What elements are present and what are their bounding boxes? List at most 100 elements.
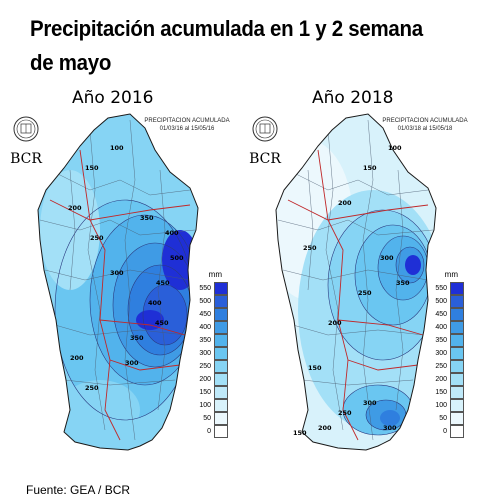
legend-tick-label: 100 (199, 402, 211, 409)
legend-swatch (450, 321, 464, 334)
seal-icon (13, 116, 39, 142)
contour-label: 350 (140, 214, 154, 222)
legend-row: 550 (196, 282, 228, 295)
logo-label: BCR (10, 151, 42, 167)
contour-label: 200 (338, 199, 352, 207)
legend-row: 250 (196, 360, 228, 373)
legend-tick-label: 50 (203, 415, 211, 422)
legend-tick-label: 250 (199, 363, 211, 370)
legend-tick-label: 0 (207, 428, 211, 435)
legend-tick-label: 350 (435, 337, 447, 344)
header-line1: PRECIPITACION ACUMULADA (144, 118, 230, 124)
legend-row: 0 (196, 425, 228, 438)
map-year-2016: Año 2016 (72, 88, 154, 108)
legend-tick-label: 350 (199, 337, 211, 344)
page-title: Precipitación acumulada en 1 y 2 semana … (30, 16, 423, 75)
legend-scale: 550 500 450 400 350 300 250 200 150 100 50 0 (196, 282, 228, 438)
contour-label: 300 (363, 399, 377, 407)
legend-row: 50 (432, 412, 464, 425)
map-year-2018: Año 2018 (312, 88, 394, 108)
header-line2: 01/03/16 al 15/05/16 (159, 126, 215, 132)
legend-row: 350 (196, 334, 228, 347)
legend-tick-label: 0 (443, 428, 447, 435)
legend-swatch (450, 373, 464, 386)
legend-row: 150 (196, 386, 228, 399)
legend-tick-label: 450 (199, 311, 211, 318)
legend-swatch (214, 334, 228, 347)
legend-swatch (450, 282, 464, 295)
legend-row: 50 (196, 412, 228, 425)
legend-swatch (450, 386, 464, 399)
bcr-logo-left: BCR (6, 115, 46, 167)
legend-tick-label: 550 (199, 285, 211, 292)
legend-swatch (214, 321, 228, 334)
legend-swatch (214, 425, 228, 438)
legend-tick-label: 400 (199, 324, 211, 331)
contour-label: 350 (396, 279, 410, 287)
legend-tick-label: 100 (435, 402, 447, 409)
legend-row: 500 (432, 295, 464, 308)
legend-swatch (450, 399, 464, 412)
precip-map-2016: 500 450 400 350 300 250 200 150 100 300 … (37, 113, 199, 451)
legend-row: 300 (196, 347, 228, 360)
legend-row: 450 (432, 308, 464, 321)
legend-swatch (214, 399, 228, 412)
legend-swatch (450, 412, 464, 425)
header-line2: 01/03/18 al 15/05/18 (397, 126, 453, 132)
legend-swatch (450, 360, 464, 373)
legend-row: 400 (432, 321, 464, 334)
legend-row: 250 (432, 360, 464, 373)
map-header-2016: PRECIPITACION ACUMULADA 01/03/16 al 15/0… (122, 117, 252, 133)
legend-row: 200 (196, 373, 228, 386)
contour-label: 450 (155, 319, 169, 327)
contour-label: 150 (363, 164, 377, 172)
contour-label: 500 (170, 254, 184, 262)
legend-swatch (214, 295, 228, 308)
legend-scale: 550 500 450 400 350 300 250 200 150 100 50 0 (432, 282, 464, 438)
legend-tick-label: 300 (435, 350, 447, 357)
contour-label: 250 (90, 234, 104, 242)
legend-row: 450 (196, 308, 228, 321)
legend-tick-label: 50 (439, 415, 447, 422)
seal-icon (252, 116, 278, 142)
contour-label: 450 (156, 279, 170, 287)
legend-tick-label: 150 (435, 389, 447, 396)
legend-swatch (450, 308, 464, 321)
contour-label: 100 (388, 144, 402, 152)
contour-label: 150 (85, 164, 99, 172)
legend-tick-label: 550 (435, 285, 447, 292)
legend-swatch (214, 308, 228, 321)
contour-label: 150 (308, 364, 322, 372)
legend-tick-label: 450 (435, 311, 447, 318)
contour-label: 350 (130, 334, 144, 342)
legend-tick-label: 500 (435, 298, 447, 305)
contour-label: 150 (293, 429, 307, 437)
legend-2016: mm 550 500 450 400 350 300 250 200 150 100 50 0 (196, 270, 228, 438)
legend-tick-label: 200 (435, 376, 447, 383)
legend-swatch (450, 425, 464, 438)
legend-tick-label: 300 (199, 350, 211, 357)
legend-swatch (214, 373, 228, 386)
legend-row: 300 (432, 347, 464, 360)
legend-row: 100 (196, 399, 228, 412)
contour-label: 100 (110, 144, 124, 152)
contour-label: 250 (338, 409, 352, 417)
logo-label: BCR (249, 151, 281, 167)
legend-swatch (214, 282, 228, 295)
contour-label: 250 (358, 289, 372, 297)
source-credit: Fuente: GEA / BCR (26, 483, 131, 497)
legend-tick-label: 400 (435, 324, 447, 331)
legend-tick-label: 500 (199, 298, 211, 305)
legend-unit: mm (208, 270, 222, 279)
map-header-2018: PRECIPITACION ACUMULADA 01/03/18 al 15/0… (360, 117, 485, 133)
legend-swatch (214, 412, 228, 425)
legend-row: 550 (432, 282, 464, 295)
legend-swatch (214, 360, 228, 373)
legend-tick-label: 200 (199, 376, 211, 383)
legend-tick-label: 250 (435, 363, 447, 370)
contour-label: 250 (303, 244, 317, 252)
contour-label: 300 (125, 359, 139, 367)
legend-tick-label: 150 (199, 389, 211, 396)
contour-label: 200 (328, 319, 342, 327)
legend-swatch (450, 347, 464, 360)
